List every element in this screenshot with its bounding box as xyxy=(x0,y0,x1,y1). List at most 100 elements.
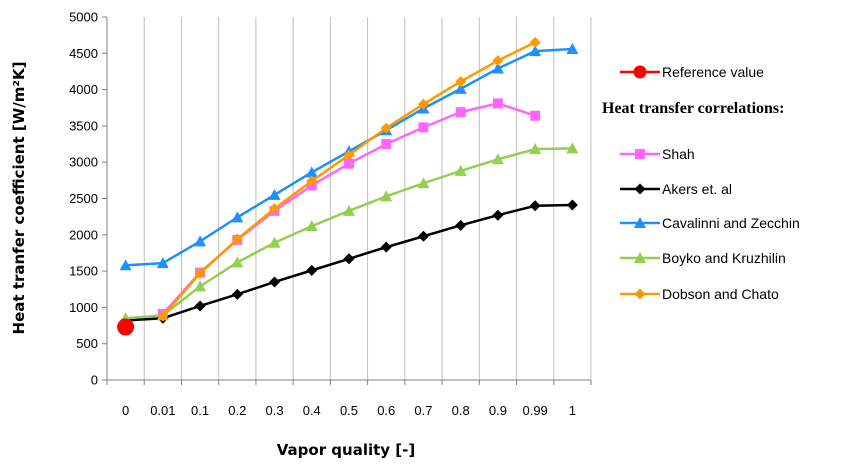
data-point xyxy=(566,142,579,154)
legend-item-reference: Reference value xyxy=(620,64,764,80)
legend-marker xyxy=(634,252,646,263)
data-point xyxy=(268,236,281,248)
data-point xyxy=(492,55,504,67)
x-tick-label: 0.2 xyxy=(228,403,246,418)
series-line xyxy=(125,147,573,320)
y-tick-label: 4000 xyxy=(69,82,98,97)
x-tick-label: 0.4 xyxy=(303,403,321,418)
legend-marker xyxy=(633,65,647,79)
data-point xyxy=(454,164,467,176)
data-point xyxy=(156,257,169,269)
data-point xyxy=(529,45,542,57)
y-tick-label: 5000 xyxy=(69,10,98,25)
legend-item: Shah xyxy=(620,146,695,162)
data-point xyxy=(305,220,318,232)
legend-label: Boyko and Kruzhilin xyxy=(662,250,786,266)
x-tick-label: 0.9 xyxy=(489,403,507,418)
data-point xyxy=(418,122,429,133)
data-point xyxy=(380,241,392,253)
data-point xyxy=(455,219,467,231)
legend-marker xyxy=(634,217,646,228)
data-point xyxy=(491,153,504,165)
data-point xyxy=(417,177,430,189)
data-point xyxy=(566,42,579,54)
data-point xyxy=(269,276,281,288)
legend-label: Akers et. al xyxy=(662,181,732,197)
reference-plot xyxy=(117,318,135,336)
data-point xyxy=(529,200,541,212)
x-tick-label: 0.7 xyxy=(414,403,432,418)
x-tick-labels: 0 0.01 0.1 0.2 0.3 0.4 0.5 0.6 0.7 0.8 0.9 0.99 1 xyxy=(106,380,592,418)
legend-heading: Heat transfer correlations: xyxy=(602,100,784,117)
x-tick-label: 0.6 xyxy=(377,403,395,418)
legend-item: Akers et. al xyxy=(620,181,732,197)
y-tick-label: 0 xyxy=(91,373,98,388)
series-dobson-and-chato xyxy=(157,36,541,322)
data-point xyxy=(417,230,429,242)
legend-marker xyxy=(635,149,645,159)
legend-marker xyxy=(634,288,646,300)
data-point xyxy=(194,280,207,292)
data-point xyxy=(268,188,281,200)
y-tick-label: 2000 xyxy=(69,227,98,242)
y-tick-label: 1000 xyxy=(69,300,98,315)
data-point xyxy=(231,288,243,300)
legend-item: Boyko and Kruzhilin xyxy=(620,250,786,266)
data-point xyxy=(231,233,243,245)
series-plot xyxy=(119,36,579,326)
data-point xyxy=(529,143,542,155)
data-point xyxy=(566,199,578,211)
data-point xyxy=(455,107,466,118)
x-tick-label: 0.5 xyxy=(340,403,358,418)
data-point xyxy=(194,235,207,247)
axes xyxy=(106,17,591,381)
data-point xyxy=(492,98,503,109)
data-point xyxy=(491,62,504,74)
x-tick-label: 1 xyxy=(569,403,576,418)
data-point xyxy=(306,175,318,187)
legend-item: Cavalinni and Zecchin xyxy=(620,215,800,231)
data-point xyxy=(343,149,355,161)
data-point xyxy=(381,139,392,150)
series-boyko-and-kruzhilin xyxy=(119,142,579,324)
legend-label: Shah xyxy=(662,146,695,162)
data-point xyxy=(529,36,541,48)
data-point xyxy=(530,110,541,121)
series-akers-et-al xyxy=(120,199,578,326)
x-tick-label: 0.8 xyxy=(452,403,470,418)
x-axis-title: Vapor quality [-] xyxy=(277,441,416,459)
y-tick-labels: 0 500 1000 1500 2000 2500 3000 3500 4000 4500 5000 xyxy=(69,10,107,388)
x-tick-label: 0.01 xyxy=(150,403,175,418)
data-point xyxy=(343,204,355,216)
data-point xyxy=(231,211,244,223)
x-tick-label: 0 xyxy=(122,403,129,418)
data-point xyxy=(454,82,467,94)
data-point xyxy=(306,264,318,276)
legend-item: Dobson and Chato xyxy=(620,286,779,302)
legend: Reference value Heat transfer correlation… xyxy=(602,64,800,302)
data-point xyxy=(380,190,393,202)
data-point xyxy=(455,76,467,88)
legend-label: Cavalinni and Zecchin xyxy=(662,215,800,231)
data-point xyxy=(157,310,169,322)
data-point xyxy=(492,209,504,221)
data-point xyxy=(194,300,206,312)
y-tick-label: 3500 xyxy=(69,118,98,133)
x-tick-label: 0.3 xyxy=(265,403,283,418)
data-point xyxy=(417,98,429,110)
data-point xyxy=(194,267,206,279)
y-axis-title: Heat tranfer coefficient [W/m²K] xyxy=(10,62,28,335)
data-point xyxy=(380,122,392,134)
data-point xyxy=(344,158,354,169)
x-tick-label: 0.1 xyxy=(191,403,209,418)
y-tick-label: 3000 xyxy=(69,155,98,170)
y-tick-label: 1500 xyxy=(69,264,98,279)
data-point xyxy=(119,259,132,271)
data-point xyxy=(231,256,244,268)
data-point xyxy=(343,253,355,265)
x-tick-label: 0.99 xyxy=(522,403,547,418)
legend-label: Reference value xyxy=(662,64,764,80)
legend-marker xyxy=(634,183,646,195)
grid-lines xyxy=(143,17,592,380)
